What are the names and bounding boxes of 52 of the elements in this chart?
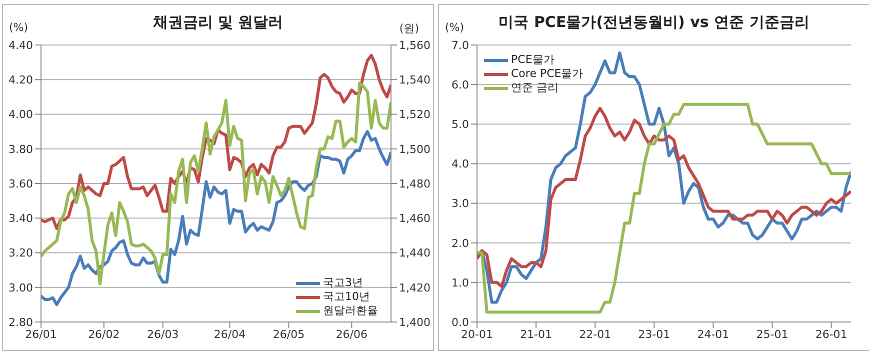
x-tick-label: 26/01 — [25, 328, 57, 341]
y-tick-label: 5.0 — [452, 118, 469, 132]
y2-tick-label: 1,500 — [399, 142, 430, 156]
y-tick-label: 3.0 — [452, 197, 469, 210]
line-series — [477, 51, 851, 304]
y-tick-label: 1.0 — [452, 276, 469, 290]
y-tick-label: 4.40 — [8, 38, 33, 52]
x-tick-label: 24-01 — [697, 328, 730, 341]
y-tick-label: 4.0 — [452, 158, 469, 171]
chart-title: 미국 PCE물가(전년동월비) vs 연준 기준금리 — [498, 13, 810, 31]
y-tick-label: 4.00 — [8, 108, 33, 122]
x-tick-label: 26-01 — [815, 328, 848, 341]
y-tick-label: 4.20 — [8, 74, 33, 87]
x-tick-label: 26/04 — [214, 328, 246, 341]
legend-label: PCE물가 — [511, 53, 554, 67]
x-tick-label: 22-01 — [579, 328, 612, 341]
y2-tick-label: 1,520 — [399, 108, 430, 122]
y-tick-label: 6.0 — [452, 78, 469, 92]
x-tick-label: 26/02 — [88, 328, 120, 341]
legend-label: 국고3년 — [323, 276, 363, 290]
legend-label: Core PCE물가 — [511, 67, 584, 81]
x-tick-label: 26/06 — [336, 328, 368, 341]
legend-label: 국고10년 — [323, 290, 370, 304]
x-tick-label: 25-01 — [756, 328, 788, 341]
y-tick-label: 7.0 — [452, 38, 469, 52]
x-tick-label: 21-01 — [520, 328, 552, 341]
y2-tick-label: 1,440 — [399, 246, 430, 260]
y-tick-label: 0.0 — [452, 316, 469, 329]
y-tick-label: 2.0 — [452, 236, 469, 250]
y-tick-label: 3.80 — [8, 142, 33, 156]
line-series — [41, 130, 391, 306]
y2-tick-label: 1,420 — [399, 281, 430, 294]
x-tick-label: 20-01 — [461, 328, 493, 341]
y-tick-label: 3.20 — [8, 246, 33, 260]
y-axis-title: (%) — [445, 21, 464, 34]
legend-label: 연준 금리 — [511, 81, 558, 95]
x-tick-label: 23-01 — [638, 328, 670, 341]
y-tick-label: 3.00 — [8, 281, 33, 294]
y-tick-label: 3.60 — [8, 177, 33, 190]
y-tick-label: 3.40 — [8, 212, 33, 226]
y-axis-title: (%) — [9, 21, 28, 34]
chart-title: 채권금리 및 원달러 — [152, 13, 284, 31]
y2-tick-label: 1,560 — [399, 38, 430, 52]
legend-label: 원달러환율 — [323, 304, 378, 318]
x-tick-label: 26/05 — [272, 328, 305, 341]
y2-tick-label: 1,480 — [399, 177, 430, 190]
y-tick-label: 2.80 — [8, 316, 33, 329]
y2-axis-title: (원) — [399, 21, 419, 36]
y2-tick-label: 1,540 — [399, 74, 430, 87]
x-tick-label: 26/03 — [147, 328, 179, 341]
y2-tick-label: 1,460 — [399, 212, 430, 226]
y2-tick-label: 1,400 — [399, 316, 430, 329]
